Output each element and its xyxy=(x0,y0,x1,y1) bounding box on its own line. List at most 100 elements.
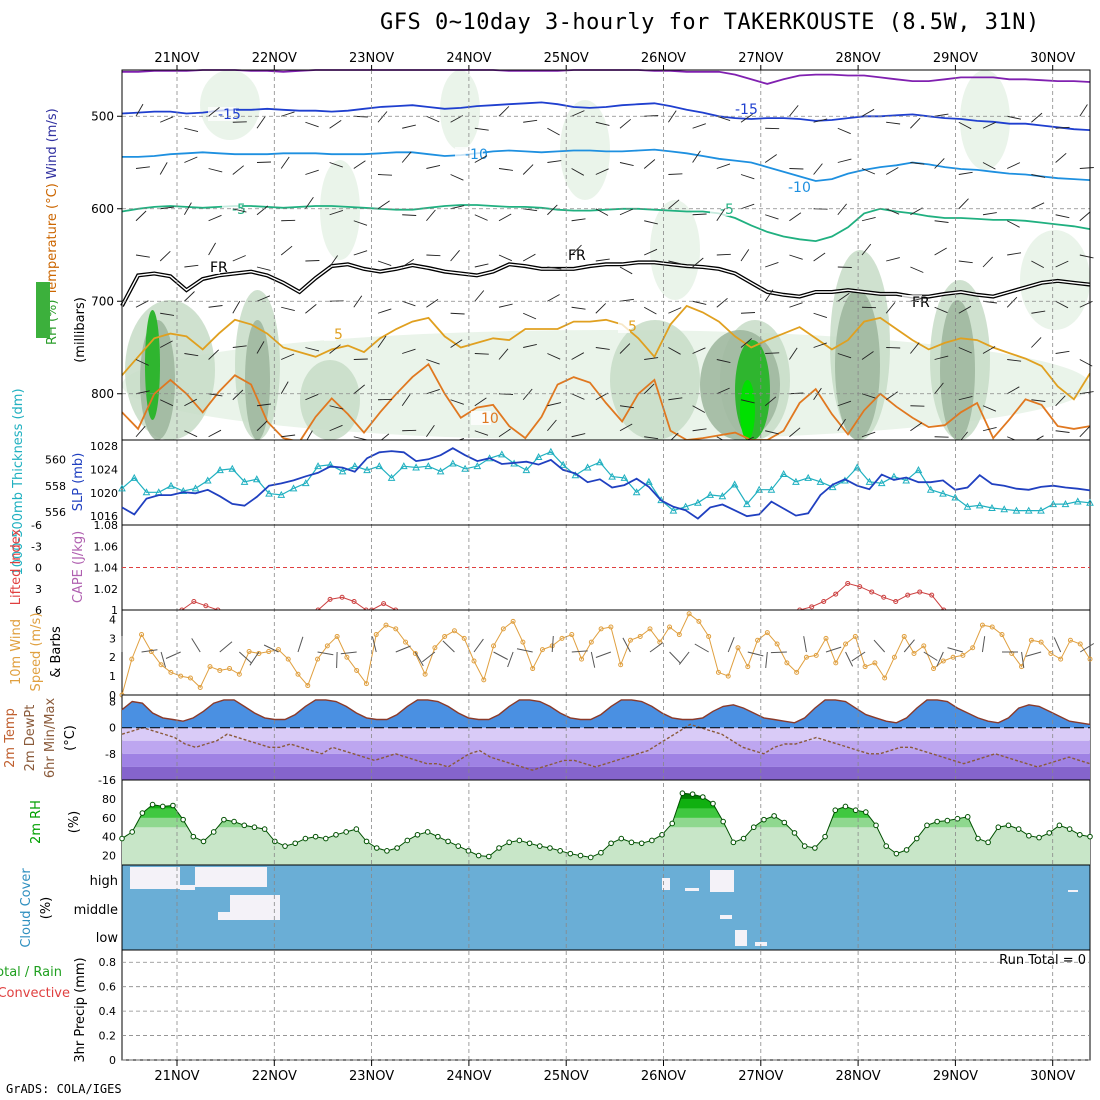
slp-tick-label: 1028 xyxy=(90,440,118,453)
rh-marker xyxy=(496,845,502,851)
isotherm-label: -5 xyxy=(720,202,734,218)
x-tick-label-top: 24NOV xyxy=(446,51,491,66)
wind-speed-marker xyxy=(559,635,565,641)
surface-wind-barb xyxy=(981,636,986,653)
wind-barb xyxy=(716,208,725,222)
wind-speed-marker xyxy=(451,628,457,634)
wind-speed-marker xyxy=(921,643,927,649)
surface-wind-barb xyxy=(507,651,514,668)
wind-barb xyxy=(789,254,803,260)
surface-wind-barb xyxy=(165,651,181,659)
wind-barb xyxy=(329,255,338,268)
rh-marker xyxy=(975,835,981,842)
wind-barb xyxy=(474,155,488,163)
surface-wind-barb xyxy=(873,639,886,653)
y-tick-label: 600 xyxy=(91,202,114,216)
rh-tick-label: 40 xyxy=(102,831,116,844)
wind-barb xyxy=(692,347,706,354)
thickness-marker xyxy=(1000,505,1009,513)
wind-barb xyxy=(329,344,341,354)
surface-wind-barb xyxy=(442,640,455,653)
grads-credit: GrADS: COLA/IGES xyxy=(6,1082,122,1096)
wind-barb xyxy=(982,212,997,216)
wind-ylabel-1: 10m Wind xyxy=(9,619,24,685)
wind-speed-marker xyxy=(862,664,868,670)
wind-barb xyxy=(280,381,289,394)
rh-marker xyxy=(1087,833,1093,840)
wind-speed-marker xyxy=(432,645,438,651)
rh-patch xyxy=(320,160,360,260)
thickness-marker xyxy=(730,480,739,488)
wind-barb xyxy=(402,300,416,307)
wind-barb xyxy=(498,303,513,308)
x-tick-label-bottom: 21NOV xyxy=(154,1069,199,1084)
rh-marker xyxy=(1077,831,1083,838)
thickness-marker xyxy=(914,466,923,474)
wind-barb xyxy=(958,121,972,130)
precip-tick-label: 0 xyxy=(109,1054,116,1067)
rh-tick-label: 20 xyxy=(102,850,116,863)
wind-barb xyxy=(958,171,973,175)
cape-tick-label: 1.08 xyxy=(94,519,119,532)
thickness-ylabel: 1000-500mb Thickness (dm) xyxy=(11,388,26,575)
wind-barb xyxy=(1055,430,1070,433)
wind-speed-marker xyxy=(178,673,184,679)
rh-marker xyxy=(700,794,706,800)
thickness-marker xyxy=(203,476,212,484)
wind-barb xyxy=(813,342,827,348)
wind-barb xyxy=(208,168,223,173)
wind-speed-marker xyxy=(657,639,663,645)
wind-barb xyxy=(982,162,996,170)
wind-barb xyxy=(1055,300,1069,309)
rh-marker xyxy=(547,845,553,851)
wind-barb xyxy=(643,159,656,169)
rh-marker xyxy=(322,835,329,842)
wind-barb xyxy=(305,169,319,175)
wind-barb xyxy=(232,345,247,348)
precip-tick-label: 0.4 xyxy=(99,1005,117,1018)
wind-barb xyxy=(1007,115,1021,120)
rh-patch xyxy=(960,70,1010,170)
temp-tick-label: -8 xyxy=(105,748,116,761)
wind-barb xyxy=(765,261,779,268)
wind-barb xyxy=(208,349,220,360)
rh-units: (%) xyxy=(67,811,82,834)
wind-barb xyxy=(1055,152,1067,163)
wind-barb xyxy=(934,355,949,360)
wind-barb xyxy=(523,208,538,212)
wind-speed-marker xyxy=(647,626,653,632)
isotherm-10 xyxy=(121,362,1091,443)
wind-barb xyxy=(789,212,802,222)
thickness-marker xyxy=(792,477,800,485)
wind-barb xyxy=(982,405,997,412)
wind-barb xyxy=(135,390,150,395)
thickness-marker xyxy=(1086,498,1094,506)
wind-speed-marker xyxy=(197,684,203,690)
wind-speed-marker xyxy=(911,650,917,656)
wind-speed-marker xyxy=(676,632,682,638)
wind-barb xyxy=(1055,260,1069,268)
surface-wind-barb xyxy=(765,651,768,668)
wind-speed-marker xyxy=(823,635,829,641)
rh-marker xyxy=(669,820,676,827)
rh-marker xyxy=(506,839,513,846)
surface-wind-barb xyxy=(493,651,508,660)
wind-barb xyxy=(498,106,510,117)
isotherm-label: FR xyxy=(568,248,586,264)
wind-barb xyxy=(377,308,392,314)
isotherm-label-bg xyxy=(725,102,753,116)
wind-speed-marker xyxy=(393,626,399,632)
wind-barb xyxy=(135,103,144,117)
rh-marker xyxy=(536,843,543,849)
wind-barb xyxy=(643,306,657,315)
thickness-marker xyxy=(951,493,960,501)
thickness-marker xyxy=(926,485,935,493)
isotherm-5 xyxy=(121,304,1091,401)
wind-barb xyxy=(159,162,168,175)
wind-barb xyxy=(764,396,777,407)
x-tick-label-bottom: 28NOV xyxy=(836,1069,881,1084)
slp-tick-label: 1024 xyxy=(90,463,118,476)
surface-wind-barb xyxy=(747,651,764,657)
wind-barb xyxy=(934,306,948,314)
